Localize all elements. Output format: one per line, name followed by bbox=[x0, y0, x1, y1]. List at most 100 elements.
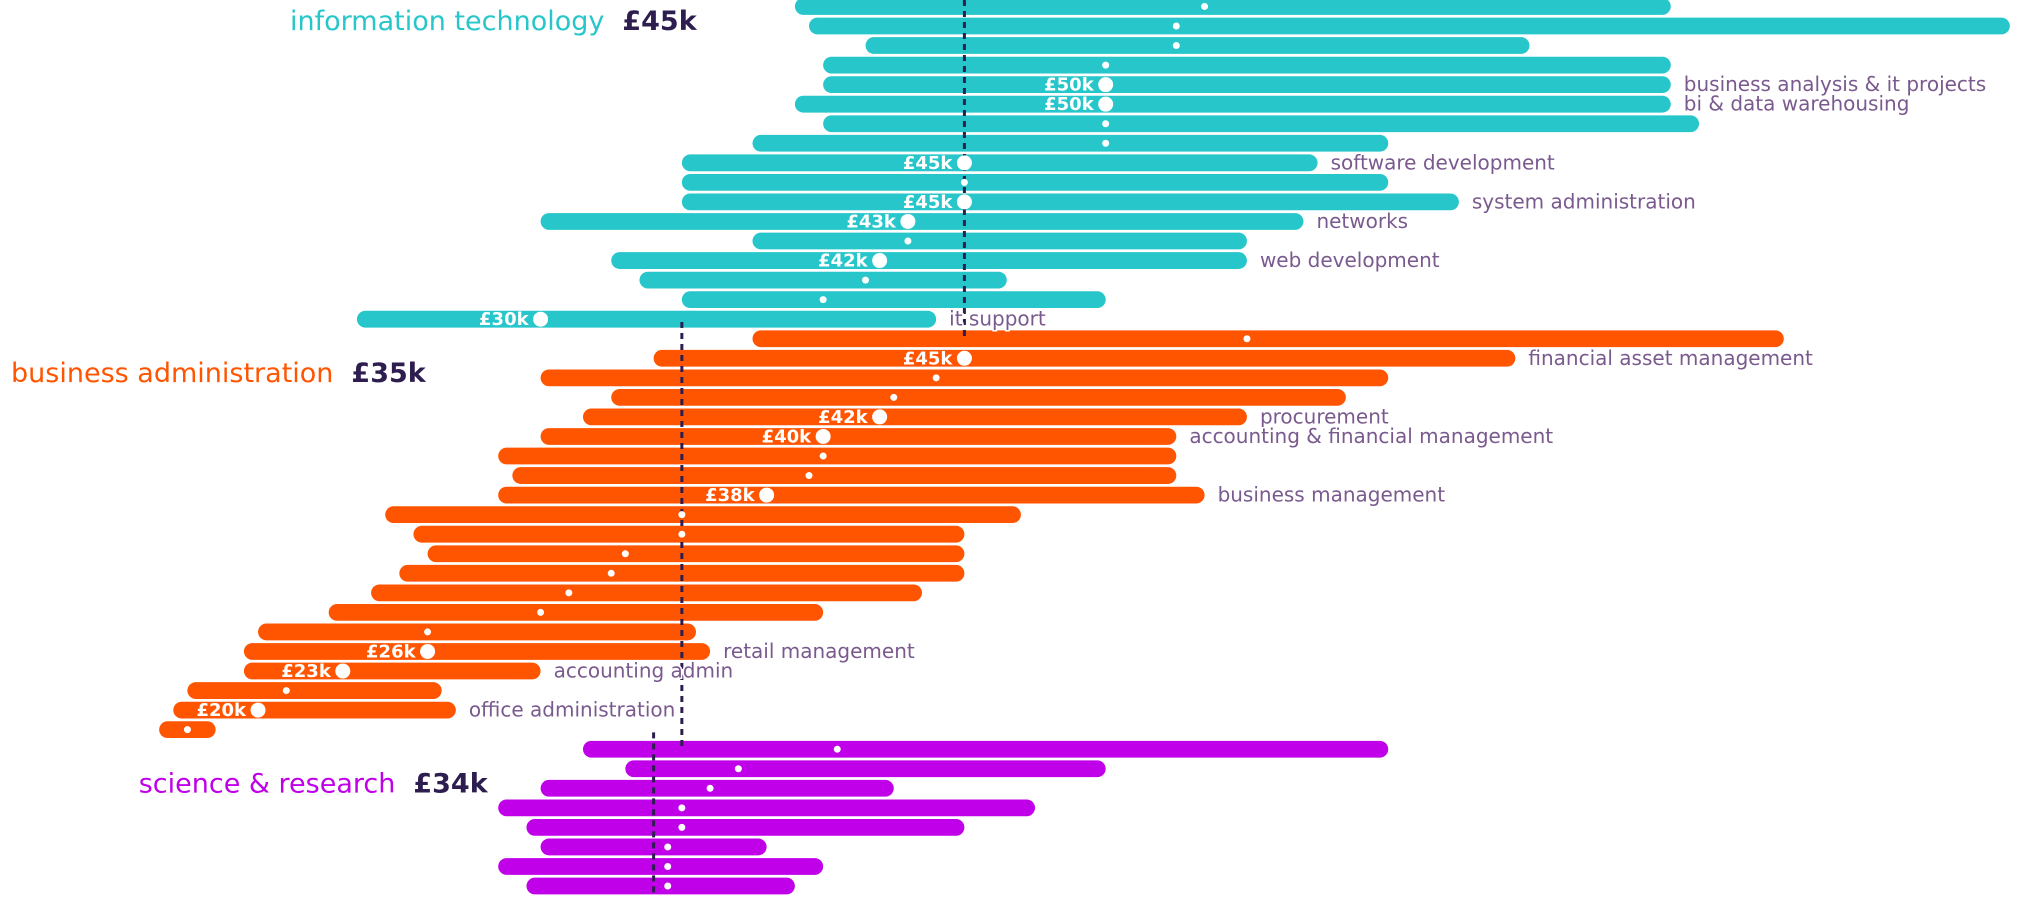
group-name: information technology bbox=[290, 5, 604, 36]
category-label: financial asset management bbox=[1528, 346, 1813, 370]
range-bar bbox=[540, 369, 1389, 387]
range-bar bbox=[794, 0, 1671, 15]
value-label: £43k bbox=[846, 211, 897, 232]
range-bar bbox=[258, 623, 696, 641]
range-bar bbox=[371, 584, 923, 602]
median-dot bbox=[956, 350, 972, 366]
category-label: it support bbox=[949, 307, 1046, 331]
group-name: science & research bbox=[139, 768, 396, 799]
category-label: office administration bbox=[469, 698, 676, 722]
range-bar bbox=[611, 388, 1346, 406]
median-dot bbox=[1098, 96, 1114, 112]
median-dot bbox=[678, 511, 686, 519]
median-dot bbox=[678, 804, 686, 812]
median-dot bbox=[706, 784, 714, 792]
value-label: £42k bbox=[818, 407, 869, 428]
median-dot bbox=[932, 374, 940, 382]
median-dot bbox=[1201, 2, 1209, 10]
value-label: £45k bbox=[903, 192, 954, 213]
median-dot bbox=[1102, 139, 1110, 147]
median-dot bbox=[424, 628, 432, 636]
range-bar bbox=[498, 447, 1177, 465]
median-dot bbox=[819, 452, 827, 460]
range-bar bbox=[498, 799, 1036, 817]
range-bar bbox=[540, 428, 1177, 445]
range-bar bbox=[681, 173, 1389, 191]
median-dot bbox=[1243, 335, 1251, 343]
value-label: £38k bbox=[705, 485, 756, 506]
median-dot bbox=[833, 745, 841, 753]
median-dot bbox=[533, 311, 549, 327]
median-dot bbox=[956, 155, 972, 171]
median-dot bbox=[1102, 120, 1110, 128]
group-title: science & research £34k bbox=[139, 768, 489, 799]
range-bar bbox=[385, 506, 1021, 524]
median-dot bbox=[956, 194, 972, 210]
range-bar bbox=[540, 213, 1304, 230]
value-label: £45k bbox=[903, 348, 954, 369]
median-dot bbox=[872, 409, 888, 425]
group-title: information technology £45k bbox=[290, 5, 698, 36]
median-dot bbox=[734, 765, 742, 773]
range-bar bbox=[498, 858, 824, 875]
value-label: £20k bbox=[196, 700, 247, 721]
range-bar bbox=[752, 232, 1247, 250]
range-bar bbox=[681, 291, 1106, 309]
range-bar bbox=[823, 115, 1700, 133]
category-label: business management bbox=[1218, 483, 1446, 507]
range-bar bbox=[512, 467, 1177, 484]
value-label: £40k bbox=[762, 426, 813, 447]
median-dot bbox=[282, 687, 290, 695]
range-bar bbox=[625, 760, 1106, 778]
median-dot bbox=[900, 213, 916, 229]
range-bar bbox=[681, 193, 1459, 211]
category-label: accounting & financial management bbox=[1189, 424, 1553, 448]
median-dot bbox=[664, 862, 672, 870]
range-bar bbox=[243, 643, 711, 660]
range-bar bbox=[752, 134, 1389, 152]
median-dot bbox=[1098, 77, 1114, 93]
median-dot bbox=[607, 569, 615, 577]
range-bar bbox=[823, 56, 1671, 74]
group-median: £35k bbox=[351, 357, 426, 388]
range-bar bbox=[611, 252, 1247, 269]
median-dot bbox=[1102, 61, 1110, 69]
median-dot bbox=[862, 276, 870, 284]
range-bar bbox=[809, 17, 2010, 35]
range-bar bbox=[328, 603, 824, 621]
category-label: business analysis & it projects bbox=[1684, 72, 1986, 96]
category-label: software development bbox=[1331, 150, 1555, 174]
range-bar bbox=[243, 662, 541, 680]
group-median: £34k bbox=[413, 768, 488, 799]
value-label: £42k bbox=[818, 251, 869, 272]
median-dot bbox=[678, 530, 686, 538]
median-dot bbox=[664, 882, 672, 890]
range-bar bbox=[823, 76, 1671, 94]
range-bar bbox=[752, 330, 1784, 348]
category-label: networks bbox=[1316, 209, 1408, 233]
median-dot bbox=[537, 608, 545, 616]
median-dot bbox=[872, 253, 888, 269]
value-label: £23k bbox=[281, 661, 332, 682]
range-bar bbox=[427, 545, 965, 563]
median-dot bbox=[621, 550, 629, 558]
median-dot bbox=[565, 589, 573, 597]
group-name: business administration bbox=[11, 357, 333, 388]
range-bar bbox=[356, 310, 937, 328]
range-bar bbox=[399, 564, 965, 582]
group-median: £45k bbox=[622, 5, 697, 36]
category-label: retail management bbox=[723, 639, 915, 663]
median-dot bbox=[335, 663, 351, 679]
range-bar bbox=[540, 779, 894, 797]
category-label: accounting admin bbox=[554, 659, 734, 683]
value-label: £50k bbox=[1044, 75, 1095, 96]
median-dot bbox=[890, 393, 898, 401]
range-bar bbox=[582, 408, 1247, 426]
median-dot bbox=[1172, 22, 1180, 30]
median-dot bbox=[815, 428, 831, 444]
group-title: business administration £35k bbox=[11, 357, 427, 388]
category-label: web development bbox=[1260, 248, 1440, 272]
category-label: system administration bbox=[1472, 189, 1696, 213]
median-dot bbox=[960, 178, 968, 186]
